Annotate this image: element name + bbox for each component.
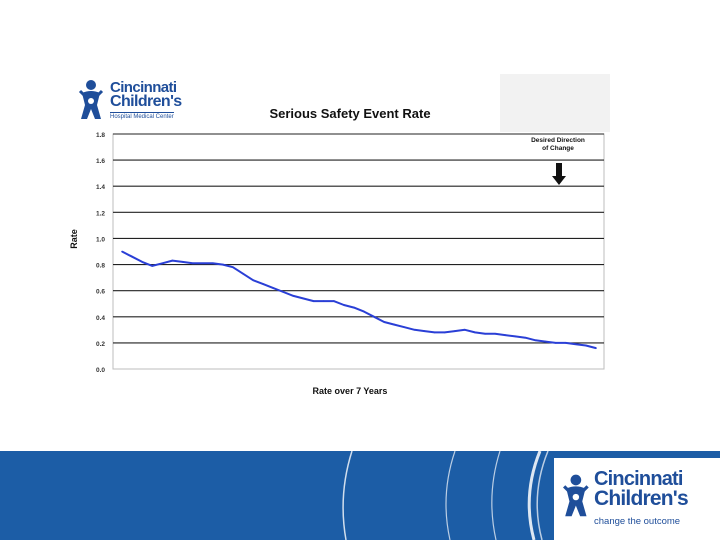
data-point [564,342,567,344]
data-point [141,261,143,263]
data-point [494,333,496,335]
data-point [131,255,133,258]
data-point [242,272,244,275]
child-figure-icon [563,474,589,517]
x-axis-label: Rate over 7 Years [312,386,388,396]
logo-footer-name-2: Children's [594,487,689,510]
y-tick-label: 1.0 [96,236,105,243]
y-tick-label: 0.0 [96,367,105,374]
y-tick-label: 0.6 [96,289,105,296]
data-point [554,342,557,344]
data-point [393,323,396,326]
y-axis-label: Rate [68,229,79,249]
data-point [423,330,426,332]
arrow-shaft [556,163,562,178]
logo-top-subtitle: Hospital Medical Center [110,112,174,120]
data-point [413,329,416,331]
data-point [282,291,285,293]
data-point [333,300,335,302]
data-point [524,336,527,339]
data-point [454,330,456,332]
data-point [403,326,406,329]
data-point [585,344,587,347]
logo-top-name-2: Children's [110,93,182,110]
data-point [433,331,436,334]
annotation-line-2: of Change [542,145,574,152]
data-point [121,250,123,253]
decorative-swooshes [342,451,549,540]
data-point [181,261,184,263]
data-point [363,310,365,313]
data-point [464,329,466,331]
data-point [504,334,507,336]
data-point [383,321,386,323]
data-point [484,333,486,335]
child-figure-icon [78,80,104,119]
cincinnati-childrens-logo-footer: Cincinnati Children's change the outcome [554,458,720,540]
logo-footer-tagline: change the outcome [594,516,681,527]
data-point [322,300,325,302]
data-point [292,295,295,297]
data-point [222,263,224,266]
annotation-line-1: Desired Direction [531,137,585,144]
data-point [302,297,305,300]
logo-footer-name: Cincinnati [594,468,683,490]
data-point [353,306,355,309]
data-point [252,279,254,282]
data-point [151,265,154,267]
data-point [343,304,345,306]
data-point [161,262,164,265]
data-point [443,331,446,334]
y-tick-label: 0.2 [96,341,105,348]
y-tick-label: 1.8 [96,132,105,139]
y-tick-label: 0.8 [96,263,105,270]
logo-top-name: Cincinnati [110,79,177,96]
y-tick-label: 1.6 [96,158,105,165]
arrow-down-icon [552,176,566,185]
data-point [544,340,547,343]
data-point [595,347,597,349]
data-point [272,287,275,289]
data-point [373,316,375,318]
data-point [262,283,265,285]
plot-frame [112,133,605,370]
cincinnati-childrens-logo: Cincinnati Children's Hospital Medical C… [78,79,188,123]
data-point [312,300,315,302]
data-point [474,331,476,334]
data-point [201,262,204,265]
y-tick-label: 1.2 [96,210,105,217]
data-point [232,266,234,269]
header-shade [500,74,610,132]
data-point [575,343,577,346]
data-point [534,339,537,342]
data-point [514,335,517,338]
data-point [171,259,174,262]
series-line [121,250,597,350]
y-tick-label: 1.4 [96,184,105,191]
y-tick-label: 0.4 [96,315,105,322]
desired-direction-annotation: Desired Direction of Change [518,137,598,153]
data-point [191,262,194,265]
chart-title: Serious Safety Event Rate [269,106,431,121]
data-point [212,262,214,265]
